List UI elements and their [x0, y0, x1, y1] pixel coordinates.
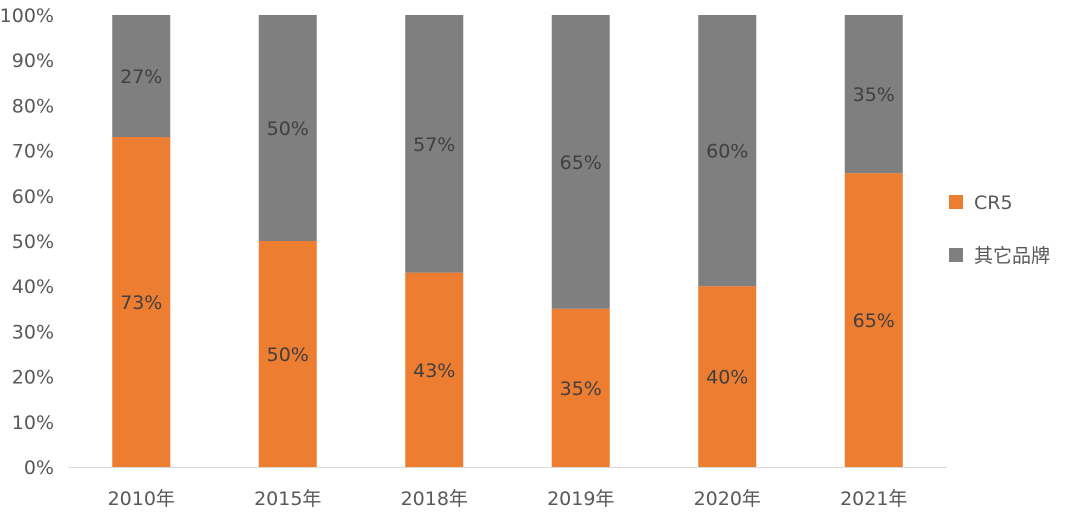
y-axis: 0% 10% 20% 30% 40% 50% 60% 70% 80% 90% 100% [0, 5, 54, 479]
y-tick-label: 80% [12, 95, 54, 117]
y-tick-label: 50% [12, 231, 54, 253]
data-label: 60% [706, 141, 748, 163]
legend: CR5 其它品牌 [949, 192, 1050, 267]
bar-segment-cr5 [698, 286, 757, 467]
bar-segment-cr5 [405, 272, 464, 467]
bar-segment-other-brands [405, 15, 464, 273]
bars: 73% 27% 50% 50% 43% 57% 35% 65% 40% 60% 65% 35% [112, 15, 903, 468]
y-tick-label: 100% [0, 5, 54, 27]
bar-segment-other-brands [112, 15, 171, 138]
data-label: 50% [267, 118, 309, 140]
bar-segment-cr5 [551, 308, 610, 467]
data-label: 35% [560, 378, 602, 400]
x-axis: 2010年 2015年 2018年 2019年 2020年 2021年 [68, 467, 947, 510]
data-label: 57% [413, 134, 455, 156]
x-tick-label: 2019年 [547, 488, 614, 510]
y-tick-label: 30% [12, 321, 54, 343]
data-label: 27% [120, 66, 162, 88]
legend-swatch-other-brands [949, 248, 963, 262]
x-tick-label: 2010年 [108, 488, 175, 510]
x-tick-label: 2015年 [254, 488, 321, 510]
x-tick-label: 2020年 [694, 488, 761, 510]
data-label: 40% [706, 367, 748, 389]
data-label: 35% [853, 84, 895, 106]
y-tick-label: 20% [12, 367, 54, 389]
y-tick-label: 70% [12, 141, 54, 163]
bar-segment-other-brands [844, 15, 903, 174]
y-tick-label: 40% [12, 276, 54, 298]
data-label: 65% [853, 310, 895, 332]
bar-segment-cr5 [844, 173, 903, 467]
legend-label: 其它品牌 [974, 245, 1050, 267]
bar-segment-other-brands [551, 15, 610, 309]
bar-segment-cr5 [112, 137, 171, 468]
data-label: 43% [413, 360, 455, 382]
y-tick-label: 0% [24, 457, 54, 479]
x-tick-label: 2018年 [401, 488, 468, 510]
legend-swatch-cr5 [949, 195, 963, 209]
legend-label: CR5 [974, 192, 1013, 214]
bar-segment-other-brands [258, 15, 317, 241]
data-label: 50% [267, 344, 309, 366]
bar-segment-cr5 [258, 241, 317, 467]
y-tick-label: 60% [12, 186, 54, 208]
y-tick-label: 90% [12, 50, 54, 72]
data-label: 65% [560, 152, 602, 174]
x-tick-label: 2021年 [840, 488, 907, 510]
data-label: 73% [120, 292, 162, 314]
y-tick-label: 10% [12, 412, 54, 434]
bar-segment-other-brands [698, 15, 757, 287]
